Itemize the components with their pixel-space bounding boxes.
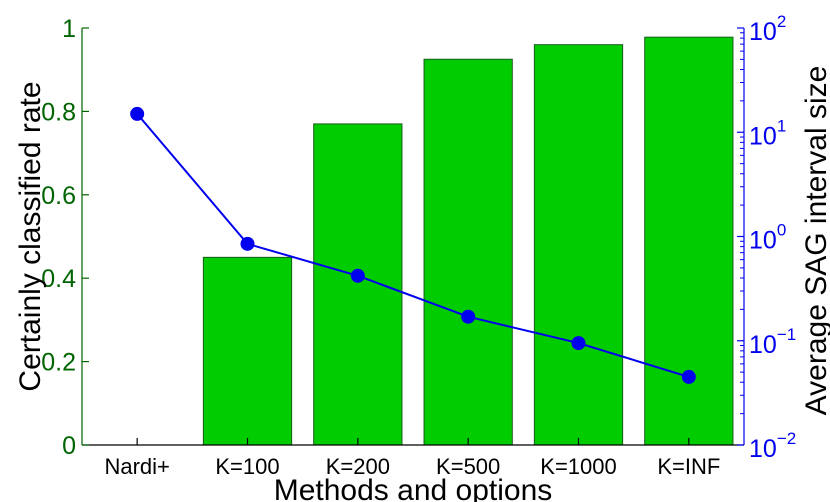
marker-Nardi+ [130,106,145,121]
bar-K=200 [313,123,403,446]
bars-group [202,36,734,446]
bar-K=100 [202,256,293,446]
marker-K=200 [350,268,365,283]
y-tick-label: 0 [62,432,76,460]
y2-tick-label: 101 [749,116,786,150]
y-tick-label: 0.4 [41,265,76,293]
y-tick-label: 0.2 [41,349,76,377]
x-tick-label: Nardi+ [104,454,169,479]
y2-axis-label: Average SAG interval size [800,66,830,416]
x-tick-label: K=500 [436,454,500,479]
marker-K=INF [681,369,696,384]
plot-area [82,28,744,445]
marker-K=100 [240,236,255,251]
y-tick-label: 0.8 [41,98,76,126]
marker-K=500 [461,309,476,324]
y2-tick-label: 10−1 [749,325,796,359]
x-axis-label: Methods and options [274,474,553,502]
bar-K=1000 [533,44,624,446]
y2-tick-label: 10−2 [749,429,796,463]
axes-group: 0 0.2 0.4 0.6 0.8 1 10−2 10−1 100 101 102 Nardi+ K=1… [41,12,796,479]
y2-tick-label: 100 [749,221,786,255]
y-tick-label: 0.6 [41,182,76,210]
x-tick-label: K=200 [326,454,390,479]
x-tick-label: K=100 [215,454,279,479]
y2-tick-label: 102 [749,12,786,46]
y-axis-label: Certainly classified rate [14,81,47,391]
line-series-group [130,106,696,384]
interval-size-line [136,113,690,378]
bar-K=500 [423,58,513,446]
x-tick-label: K=INF [657,454,720,479]
y-tick-label: 1 [62,15,76,43]
marker-K=1000 [571,336,586,351]
x-tick-label: K=1000 [540,454,616,479]
